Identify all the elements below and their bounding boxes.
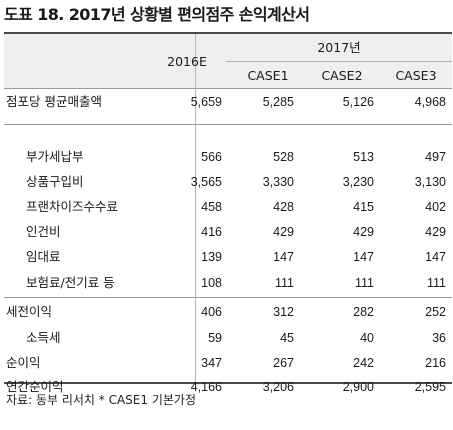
row-label: 프랜차이즈수수료	[26, 199, 119, 214]
cell-case1: 3,206	[262, 380, 294, 394]
header-2017: 2017년	[317, 40, 361, 55]
cell-case2: 147	[353, 250, 374, 264]
header-case2: CASE2	[321, 68, 363, 83]
row-label: 소득세	[26, 330, 61, 345]
table-bottom-border	[4, 382, 452, 384]
header-bottom-border	[4, 88, 452, 89]
cell-case1: 3,330	[262, 175, 294, 189]
cell-case1: 147	[273, 250, 294, 264]
row-label: 인건비	[26, 224, 61, 239]
cell-2016: 108	[201, 276, 222, 290]
row-label: 상품구입비	[26, 174, 84, 189]
cell-case2: 5,126	[342, 95, 374, 109]
source-note: 자료: 동부 리서치 * CASE1 기본가정	[6, 393, 196, 407]
cell-case3: 2,595	[414, 380, 446, 394]
row-label: 세전이익	[6, 304, 53, 319]
header-2016: 2016E	[167, 54, 207, 69]
cell-2016: 59	[208, 331, 222, 345]
expenses-section-divider	[4, 297, 452, 298]
cell-case2: 111	[354, 276, 374, 290]
cell-2016: 406	[201, 305, 222, 319]
cell-case3: 429	[425, 225, 446, 239]
row-label: 부가세납부	[26, 149, 84, 164]
cell-case3: 147	[425, 250, 446, 264]
cell-case2: 242	[353, 356, 374, 370]
label-column-divider	[195, 34, 196, 384]
row-label: 점포당 평균매출액	[6, 94, 102, 109]
year-header-divider	[226, 61, 452, 62]
cell-case2: 282	[353, 305, 374, 319]
cell-case2: 3,230	[342, 175, 374, 189]
cell-case2: 40	[360, 331, 374, 345]
cell-case1: 429	[273, 225, 294, 239]
cell-case1: 267	[273, 356, 294, 370]
revenue-row-divider	[4, 124, 452, 125]
cell-2016: 347	[201, 356, 222, 370]
header-case1: CASE1	[247, 68, 289, 83]
table-top-border	[4, 32, 452, 34]
cell-2016: 458	[201, 200, 222, 214]
header-case3: CASE3	[395, 68, 437, 83]
cell-case3: 111	[426, 276, 446, 290]
row-label: 보험료/전기료 등	[26, 275, 115, 290]
cell-case3: 497	[425, 150, 446, 164]
row-label: 연간순이익	[6, 379, 64, 394]
cell-case1: 111	[274, 276, 294, 290]
cell-case1: 428	[273, 200, 294, 214]
cell-case1: 45	[280, 331, 294, 345]
cell-case3: 4,968	[414, 95, 446, 109]
cell-2016: 4,166	[190, 380, 222, 394]
cell-case1: 528	[273, 150, 294, 164]
cell-2016: 139	[201, 250, 222, 264]
cell-case1: 5,285	[262, 95, 294, 109]
row-label: 임대료	[26, 249, 61, 264]
cell-case2: 513	[353, 150, 374, 164]
cell-case3: 36	[432, 331, 446, 345]
cell-2016: 5,659	[190, 95, 222, 109]
cell-case3: 3,130	[414, 175, 446, 189]
cell-case2: 2,900	[342, 380, 374, 394]
cell-case3: 252	[425, 305, 446, 319]
cell-2016: 566	[201, 150, 222, 164]
cell-case2: 415	[353, 200, 374, 214]
cell-case2: 429	[353, 225, 374, 239]
cell-2016: 3,565	[190, 175, 222, 189]
cell-2016: 416	[201, 225, 222, 239]
cell-case1: 312	[273, 305, 294, 319]
table-title: 도표 18. 2017년 상황별 편의점주 손익계산서	[4, 5, 310, 24]
cell-case3: 402	[425, 200, 446, 214]
row-label: 순이익	[6, 355, 41, 370]
cell-case3: 216	[425, 356, 446, 370]
